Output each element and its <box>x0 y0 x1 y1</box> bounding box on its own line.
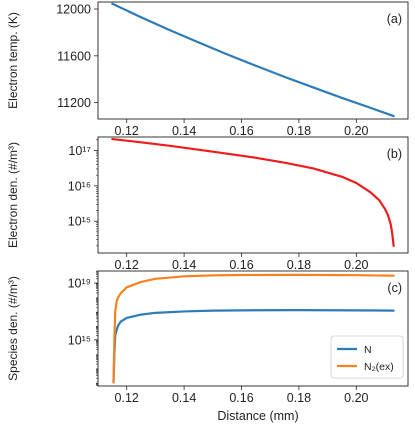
panel-1-x-tick-label: 0.20 <box>344 124 368 138</box>
x-axis-label: Distance (mm) <box>217 409 298 423</box>
panel-3-x-tick-label: 0.12 <box>115 391 139 405</box>
panel-2-label: (b) <box>387 147 402 161</box>
legend-box <box>330 335 404 379</box>
panel-3-series-line-1 <box>112 308 395 384</box>
panel-3-y-axis-label: Species den. (#/m³) <box>6 276 20 381</box>
panel-1-y-tick-label: 11200 <box>57 96 91 110</box>
panel-1-x-tick-label: 0.14 <box>172 124 196 138</box>
panel-1-frame <box>97 1 409 120</box>
panel-2-x-tick-label: 0.16 <box>229 258 253 272</box>
panel-3-x-tick-label: 0.20 <box>344 391 368 405</box>
panel-1-y-tick-label: 12000 <box>56 3 91 17</box>
panel-3-label: (c) <box>387 281 402 295</box>
panel-2-x-tick-label: 0.20 <box>344 258 368 272</box>
panel-3-frame <box>97 270 409 387</box>
panel-1-y-axis-label: Electron temp. (K) <box>6 12 20 109</box>
panel-2-y-tick-label: 10¹⁶ <box>68 179 91 193</box>
panel-1-series-line-1 <box>111 2 395 118</box>
panel-1-y-tick-label: 11600 <box>57 49 91 63</box>
panel-3-y-tick-label: 10¹⁹ <box>68 277 91 291</box>
panel-2-y-tick-label: 10¹⁷ <box>68 144 91 158</box>
panel-2-x-tick-label: 0.12 <box>115 258 139 272</box>
panel-2-y-axis-label: Electron den. (#/m³) <box>6 142 20 248</box>
panel-1-x-tick-label: 0.16 <box>229 124 253 138</box>
panel-2-y-tick-label: 10¹⁵ <box>68 215 91 229</box>
panel-3-x-tick-label: 0.18 <box>287 391 311 405</box>
panel-3-series-line-2 <box>112 273 395 384</box>
panel-1-x-tick-label: 0.18 <box>287 124 311 138</box>
panel-1-label: (a) <box>387 12 402 26</box>
panel-2-x-tick-label: 0.18 <box>287 258 311 272</box>
panel-3-y-tick-label: 10¹⁵ <box>68 333 91 347</box>
panel-3-x-tick-label: 0.14 <box>172 391 196 405</box>
panel-2-frame <box>97 136 409 254</box>
panel-2-x-tick-label: 0.14 <box>172 258 196 272</box>
panel-1-x-tick-label: 0.12 <box>115 124 139 138</box>
legend-entry-1: N <box>364 344 372 356</box>
panel-2-series-line-1 <box>111 137 395 247</box>
panel-3-x-tick-label: 0.16 <box>229 391 253 405</box>
legend-entry-2: N₂(ex) <box>364 361 394 373</box>
